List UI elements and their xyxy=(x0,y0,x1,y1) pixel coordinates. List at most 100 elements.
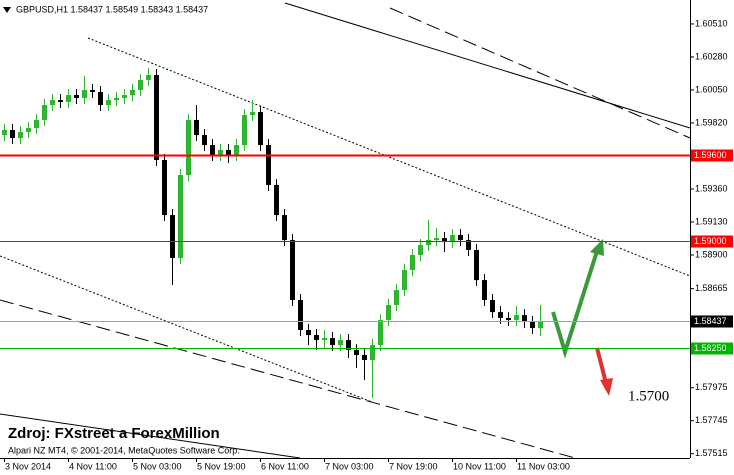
y-tick-label: 1.57745 xyxy=(695,415,728,425)
candle-body xyxy=(314,335,319,341)
candle-body xyxy=(506,317,511,320)
candle-body xyxy=(210,145,215,155)
candle-body xyxy=(250,112,255,116)
candle-body xyxy=(514,315,519,320)
candle-body xyxy=(274,184,279,216)
candle-body xyxy=(418,245,423,255)
x-tick-label: 5 Nov 03:00 xyxy=(133,461,182,471)
source: Zdroj: FXstreet a ForexMillion xyxy=(8,425,220,442)
candle-body xyxy=(298,300,303,331)
candle-body xyxy=(154,75,159,160)
candle-body xyxy=(290,240,295,301)
y-tick-label: 1.59360 xyxy=(695,183,728,193)
candle-body xyxy=(394,289,399,306)
candle-body xyxy=(202,135,207,146)
candle-body xyxy=(498,312,503,318)
candle-body xyxy=(370,345,375,361)
candle-body xyxy=(490,300,495,313)
green-arrow xyxy=(551,247,600,359)
candle-body xyxy=(122,94,127,98)
trend-line xyxy=(0,413,301,459)
candle-body xyxy=(362,354,367,361)
y-tick-label: 1.60510 xyxy=(695,18,728,28)
candle-body xyxy=(442,238,447,243)
candle-body xyxy=(218,149,223,155)
candle-body xyxy=(18,132,23,139)
candle-body xyxy=(434,238,439,241)
candle-body xyxy=(178,175,183,258)
candle-body xyxy=(450,235,455,243)
candle-body xyxy=(410,254,415,271)
y-tick-label: 1.58900 xyxy=(695,249,728,259)
candle-body xyxy=(402,270,407,290)
candle-body xyxy=(306,330,311,336)
level-label: 1.59000 xyxy=(694,236,727,246)
candle-body xyxy=(338,340,343,346)
candle-body xyxy=(186,119,191,176)
candle-body xyxy=(34,119,39,128)
level-label: 1.59600 xyxy=(694,150,727,160)
trend-line xyxy=(389,7,691,139)
candle-body xyxy=(322,338,327,341)
level-label-bg xyxy=(691,342,733,355)
x-tick-label: 5 Nov 19:00 xyxy=(197,461,246,471)
candle-body xyxy=(538,321,543,329)
y-tick-label: 1.60050 xyxy=(695,84,728,94)
arrow-head xyxy=(600,378,613,396)
candle-body xyxy=(194,119,199,136)
symbol-info: GBPUSD,H1 1.58437 1.58549 1.58343 1.5843… xyxy=(16,4,208,14)
candle-body xyxy=(378,319,383,346)
candle-body xyxy=(138,80,143,90)
candle-body xyxy=(474,249,479,281)
candle-body xyxy=(266,145,271,185)
candle-body xyxy=(226,149,231,155)
x-tick-label: 7 Nov 19:00 xyxy=(389,461,438,471)
annotation: 1.5700 xyxy=(628,388,669,404)
candle-body xyxy=(58,100,63,103)
y-tick-label: 1.59130 xyxy=(695,216,728,226)
candle-body xyxy=(50,100,55,106)
candle-body xyxy=(346,340,351,350)
candle-body xyxy=(82,89,87,98)
candle-body xyxy=(170,215,175,258)
y-tick-label: 1.58665 xyxy=(695,283,728,293)
x-tick-label: 7 Nov 03:00 xyxy=(325,461,374,471)
candle-body xyxy=(146,75,151,81)
candles xyxy=(2,68,543,399)
menu-triangle[interactable] xyxy=(3,7,11,13)
candle-body xyxy=(458,235,463,241)
candle-body xyxy=(114,97,119,101)
x-tick-label: 11 Nov 03:00 xyxy=(517,461,570,471)
trend-line xyxy=(284,2,691,129)
candle-body xyxy=(234,145,239,155)
candle-body xyxy=(90,89,95,92)
candle-body xyxy=(162,159,167,216)
y-tick-label: 1.57515 xyxy=(695,448,728,458)
candle-body xyxy=(386,305,391,320)
candle-body xyxy=(466,240,471,250)
candle-body xyxy=(42,105,47,120)
level-label: 1.58437 xyxy=(694,316,727,326)
candle-body xyxy=(74,94,79,98)
candle-body xyxy=(426,240,431,246)
level-label-bg xyxy=(691,149,733,162)
candle-body xyxy=(354,349,359,355)
candle-body xyxy=(106,100,111,106)
y-tick-label: 1.57975 xyxy=(695,382,728,392)
x-tick-label: 4 Nov 11:00 xyxy=(69,461,117,471)
candle-body xyxy=(330,338,335,346)
level-label-bg xyxy=(691,235,733,248)
arrow-head xyxy=(590,239,604,256)
candle-body xyxy=(522,315,527,322)
arrows xyxy=(551,239,613,396)
y-tick-label: 1.59820 xyxy=(695,117,728,127)
channel-line xyxy=(0,255,373,403)
level-label: 1.58250 xyxy=(694,343,727,353)
candle-body xyxy=(98,91,103,106)
candle-body xyxy=(242,115,247,146)
copyright: Alpari NZ MT4, © 2001-2014, MetaQuotes S… xyxy=(8,445,240,455)
candle-body xyxy=(10,129,15,139)
candle-body xyxy=(26,127,31,133)
